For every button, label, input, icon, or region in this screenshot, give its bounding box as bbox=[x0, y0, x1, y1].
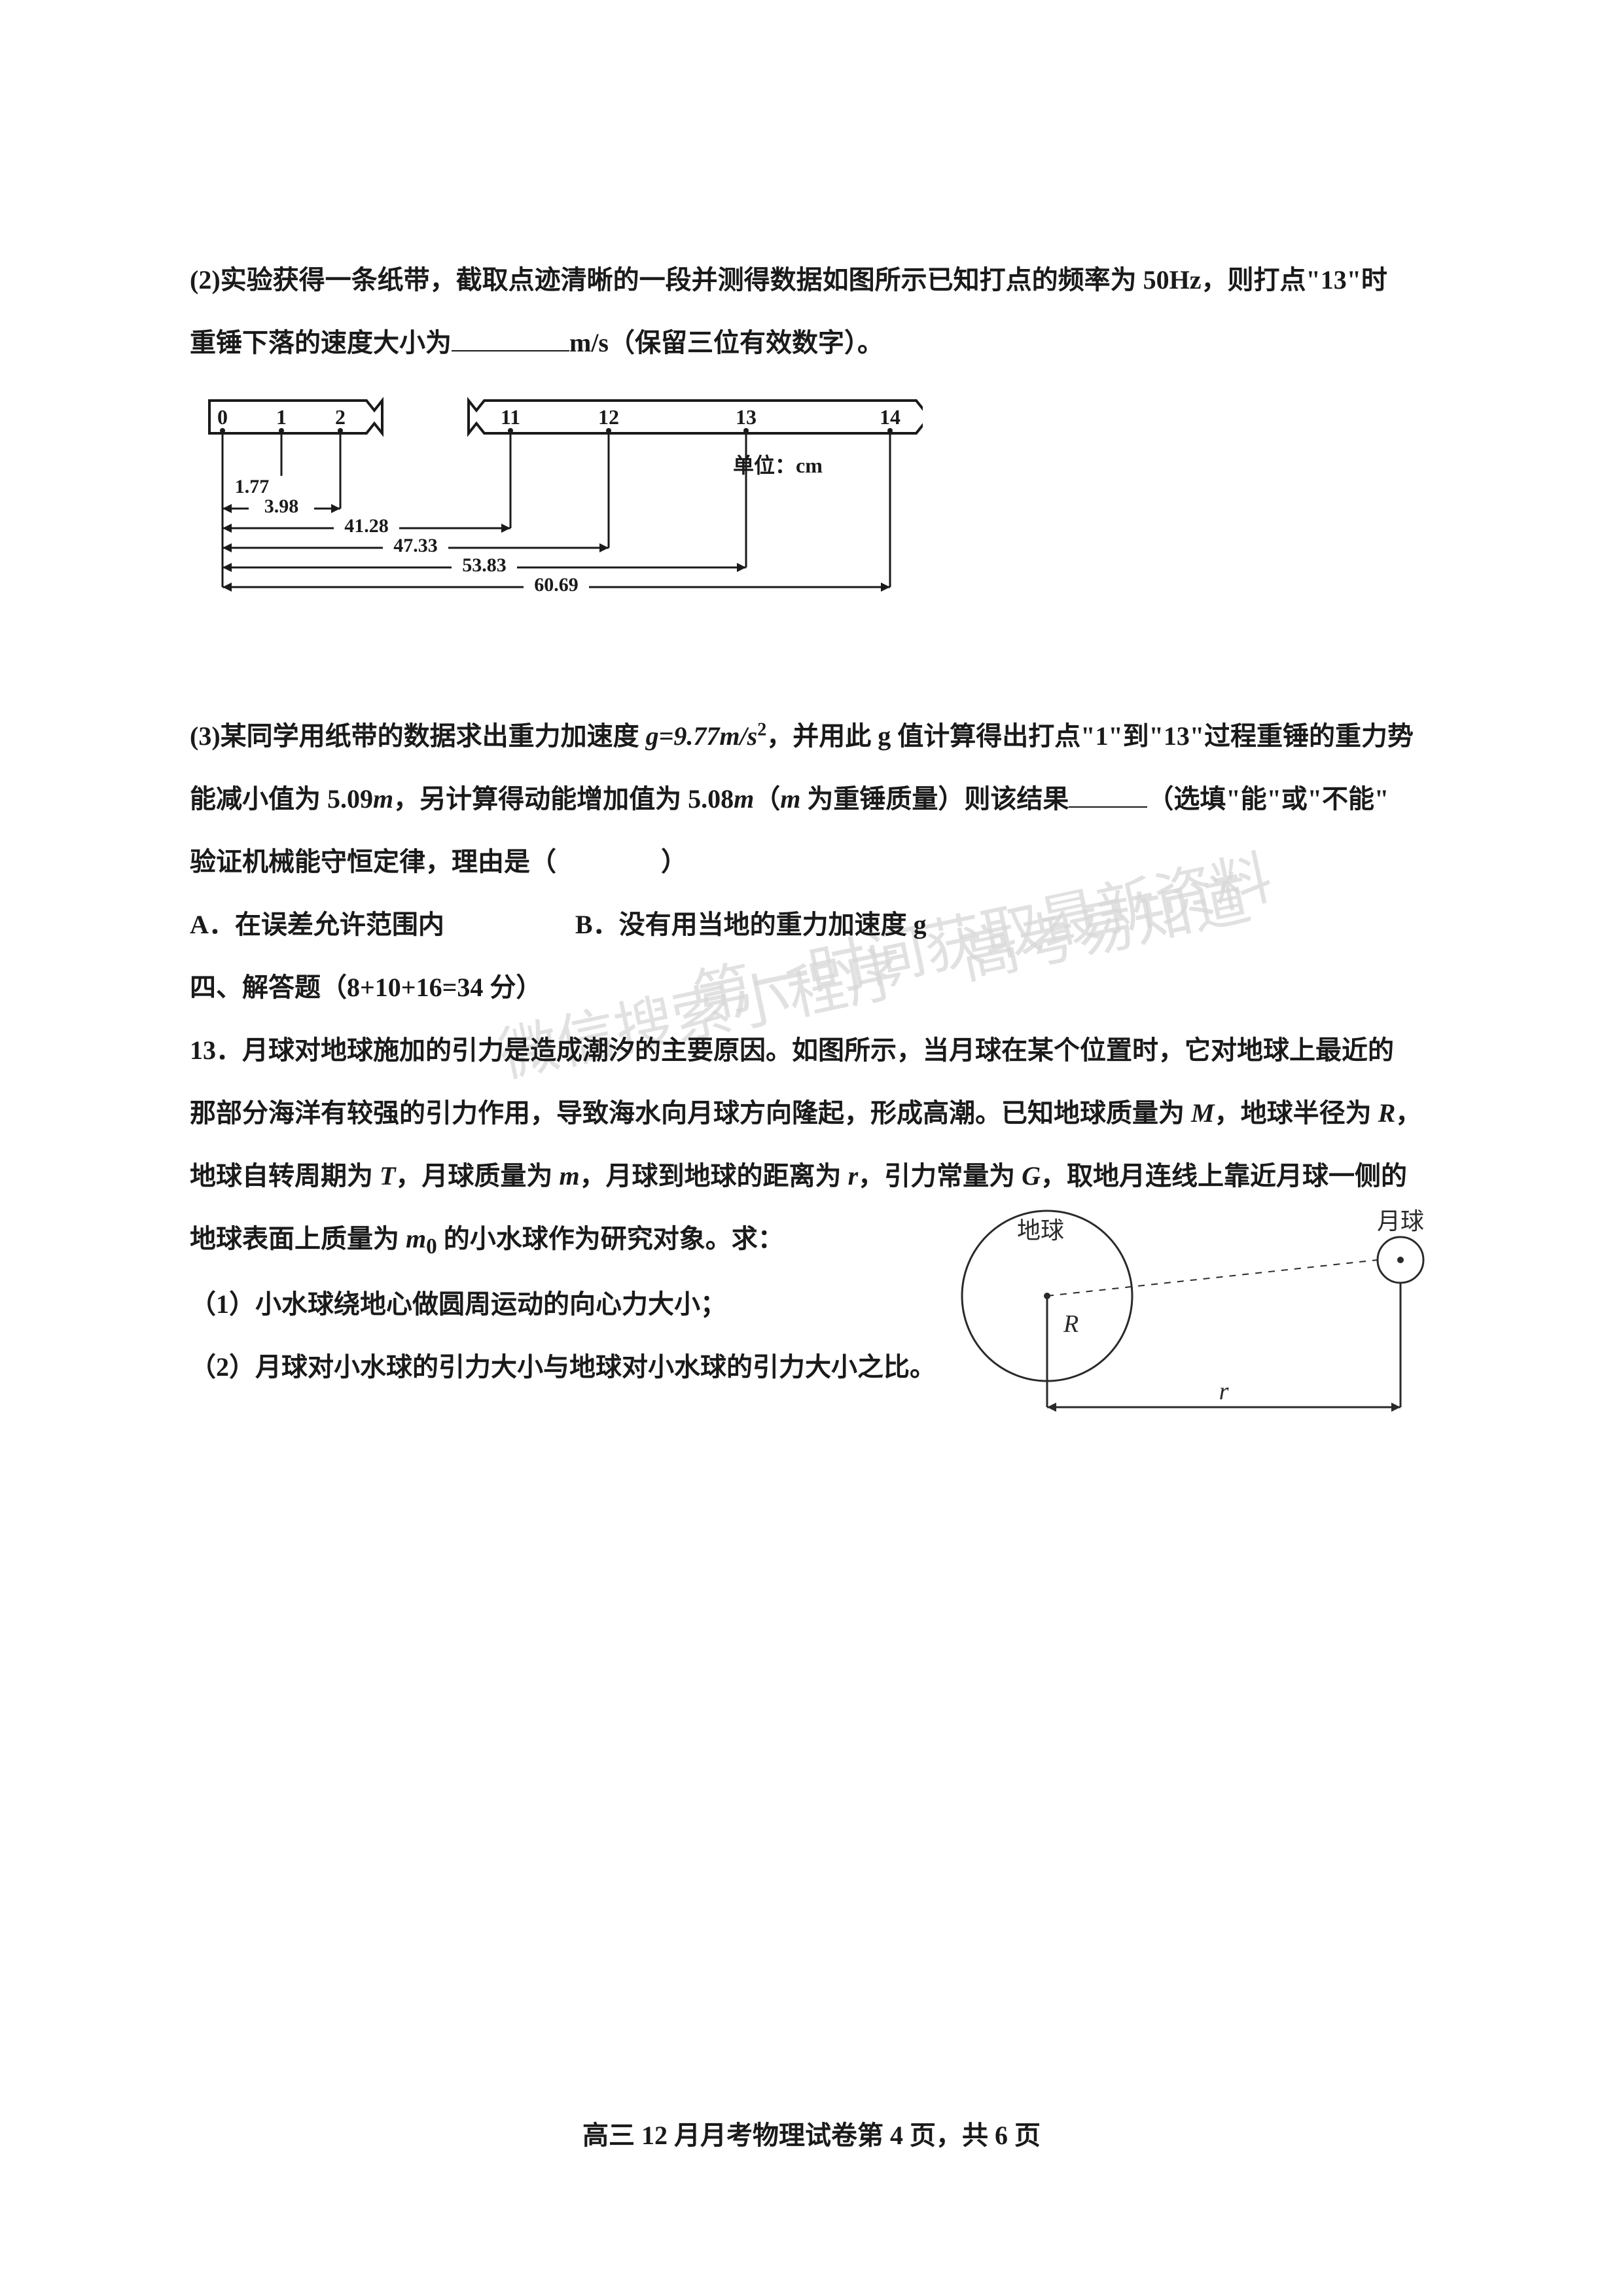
earth-moon-diagram: 地球 月球 Rr bbox=[929, 1172, 1453, 1437]
blank-result bbox=[1069, 781, 1147, 808]
section4-title: 四、解答题（8+10+16=34 分） bbox=[190, 956, 1433, 1019]
q3-options: A．在误差允许范围内 B．没有用当地的重力加速度 g bbox=[190, 893, 1433, 956]
svg-text:13: 13 bbox=[736, 405, 757, 429]
svg-text:0: 0 bbox=[217, 405, 228, 429]
q2-line1: (2)实验获得一条纸带，截取点迹清晰的一段并测得数据如图所示已知打点的频率为 5… bbox=[190, 249, 1433, 312]
svg-text:r: r bbox=[1219, 1378, 1229, 1405]
svg-text:60.69: 60.69 bbox=[534, 574, 579, 596]
svg-text:53.83: 53.83 bbox=[462, 554, 507, 576]
page-footer: 高三 12 月月考物理试卷第 4 页，共 6 页 bbox=[0, 2114, 1623, 2152]
svg-text:月球: 月球 bbox=[1377, 1208, 1424, 1234]
svg-text:47.33: 47.33 bbox=[393, 535, 438, 556]
tape-svg: 01211121314单位：cm1.773.9841.2847.3353.836… bbox=[203, 394, 923, 682]
q13-line2: 那部分海洋有较强的引力作用，导致海水向月球方向隆起，形成高潮。已知地球质量为 M… bbox=[190, 1082, 1433, 1145]
svg-text:41.28: 41.28 bbox=[344, 515, 389, 537]
q2-line2: 重锤下落的速度大小为m/s（保留三位有效数字）。 bbox=[190, 312, 1433, 374]
svg-text:11: 11 bbox=[501, 405, 520, 429]
svg-text:14: 14 bbox=[880, 405, 901, 429]
svg-text:2: 2 bbox=[335, 405, 346, 429]
q3-line1: (3)某同学用纸带的数据求出重力加速度 g=9.77m/s2，并用此 g 值计算… bbox=[190, 705, 1433, 768]
tape-diagram: 01211121314单位：cm1.773.9841.2847.3353.836… bbox=[203, 394, 1433, 685]
q3-line3: 验证机械能守恒定律，理由是（ ） bbox=[190, 831, 1433, 893]
svg-text:1: 1 bbox=[276, 405, 287, 429]
option-b: B．没有用当地的重力加速度 g bbox=[575, 893, 927, 956]
svg-text:R: R bbox=[1063, 1310, 1079, 1338]
option-a: A．在误差允许范围内 bbox=[190, 893, 444, 956]
q3-line2: 能减小值为 5.09m，另计算得动能增加值为 5.08m（m 为重锤质量）则该结… bbox=[190, 768, 1433, 831]
svg-text:3.98: 3.98 bbox=[264, 495, 299, 517]
svg-text:12: 12 bbox=[598, 405, 619, 429]
svg-text:地球: 地球 bbox=[1017, 1217, 1064, 1244]
q13-line1: 13．月球对地球施加的引力是造成潮汐的主要原因。如图所示，当月球在某个位置时，它… bbox=[190, 1019, 1433, 1082]
earth-moon-svg: 地球 月球 Rr bbox=[929, 1172, 1453, 1433]
blank-velocity bbox=[452, 325, 569, 351]
svg-text:1.77: 1.77 bbox=[235, 476, 270, 497]
